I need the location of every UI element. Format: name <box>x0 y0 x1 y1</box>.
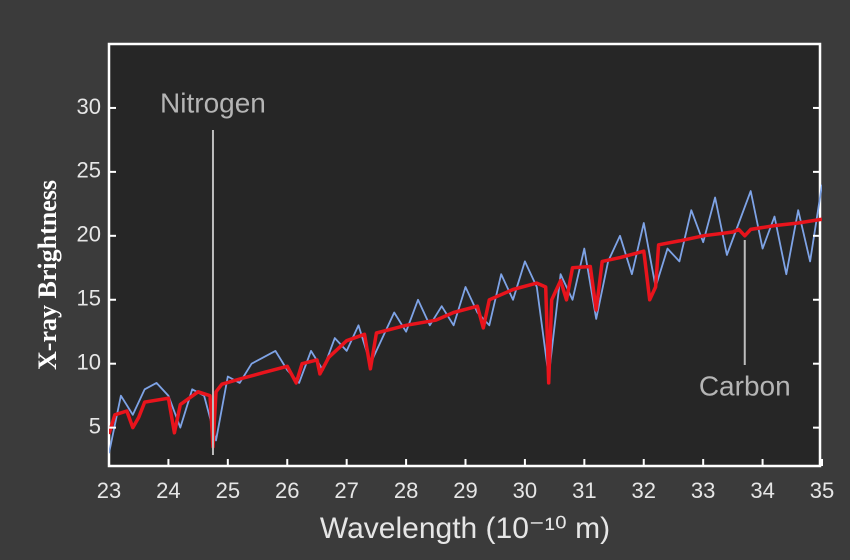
y-tick-label: 30 <box>77 94 101 119</box>
x-tick-label: 35 <box>810 478 834 503</box>
x-tick-label: 27 <box>334 478 358 503</box>
annotation-label: Carbon <box>699 370 791 401</box>
series-line <box>109 217 822 449</box>
x-tick-label: 31 <box>572 478 596 503</box>
y-tick-label: 20 <box>77 222 101 247</box>
annotation-label: Nitrogen <box>160 87 266 118</box>
x-tick-label: 25 <box>216 478 240 503</box>
x-tick-label: 32 <box>632 478 656 503</box>
plot-marks <box>109 184 822 454</box>
y-tick-label: 5 <box>89 413 101 438</box>
series-line <box>109 184 822 454</box>
y-tick-label: 15 <box>77 286 101 311</box>
x-tick-label: 33 <box>691 478 715 503</box>
x-tick-label: 28 <box>394 478 418 503</box>
x-tick-label: 29 <box>453 478 477 503</box>
y-axis-label: X-ray Brightness <box>33 180 62 370</box>
x-axis-label: Wavelength (10⁻¹⁰ m) <box>320 512 610 545</box>
x-tick-label: 34 <box>750 478 774 503</box>
y-tick-label: 25 <box>77 158 101 183</box>
x-tick-label: 30 <box>513 478 537 503</box>
x-tick-label: 26 <box>275 478 299 503</box>
plot-area <box>107 42 822 468</box>
x-tick-label: 24 <box>156 478 180 503</box>
y-tick-label: 10 <box>77 350 101 375</box>
x-tick-label: 23 <box>97 478 121 503</box>
